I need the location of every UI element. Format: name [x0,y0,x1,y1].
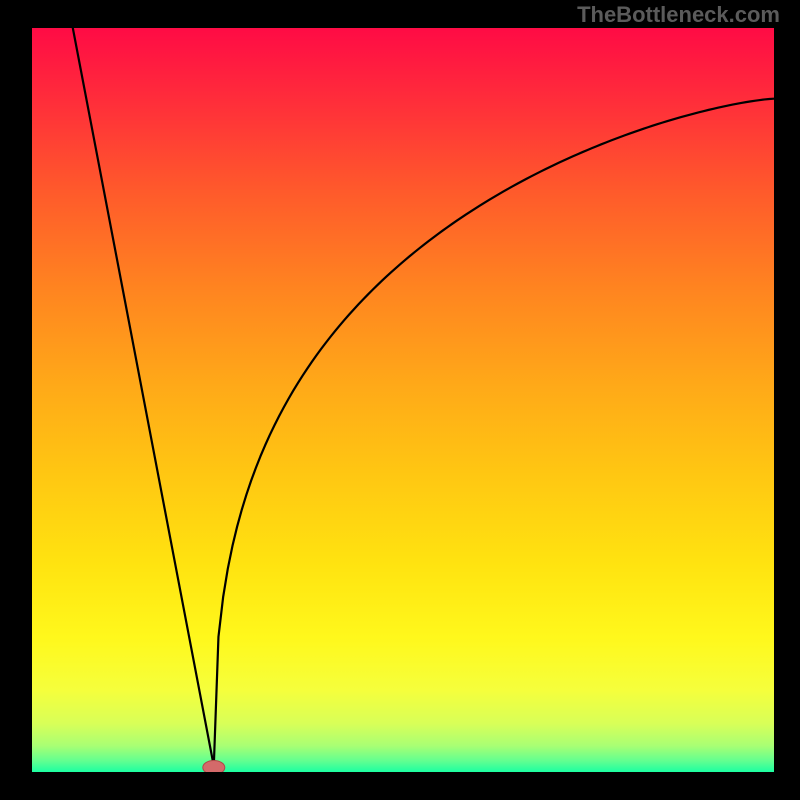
watermark-text: TheBottleneck.com [577,2,780,28]
curve-overlay [32,28,774,772]
chart-container: TheBottleneck.com [0,0,800,800]
plot-area [32,28,774,772]
